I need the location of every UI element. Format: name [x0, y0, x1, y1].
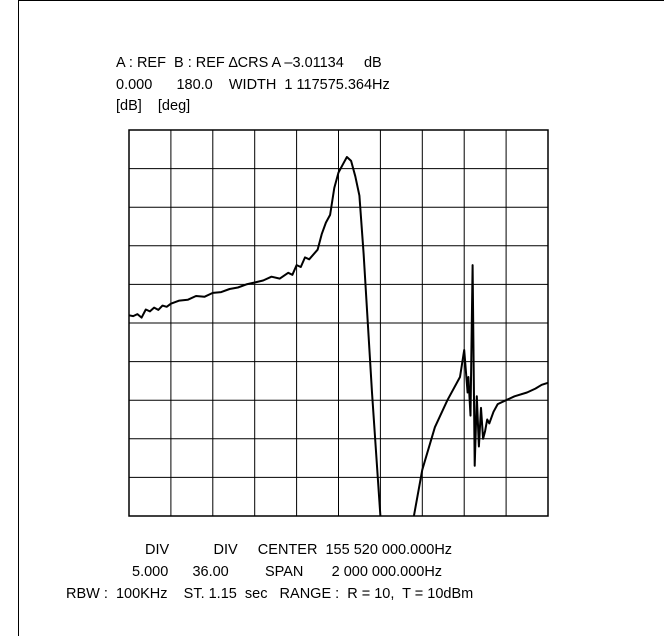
plot-grid	[129, 130, 548, 516]
frame-top-border	[18, 0, 664, 1]
frame-left-border	[18, 0, 19, 636]
trace-b	[412, 264, 549, 517]
trace-a	[128, 156, 382, 517]
rbw-range-settings: RBW : 100KHz ST. 1.15 sec RANGE : R = 10…	[66, 586, 474, 602]
marker-readout-line2: 0.000 180.0 WIDTH 1 117575.364Hz	[116, 77, 390, 93]
unit-labels: [dB] [deg]	[116, 98, 191, 114]
div-center-labels: DIV DIV CENTER 155 520 000.000Hz	[145, 542, 453, 558]
plot-traces	[128, 156, 549, 517]
div-span-values: 5.000 36.00 SPAN 2 000 000.000Hz	[132, 564, 443, 580]
marker-readout-line1: A : REF B : REF ∆CRS A –3.01134 dB	[116, 55, 382, 71]
